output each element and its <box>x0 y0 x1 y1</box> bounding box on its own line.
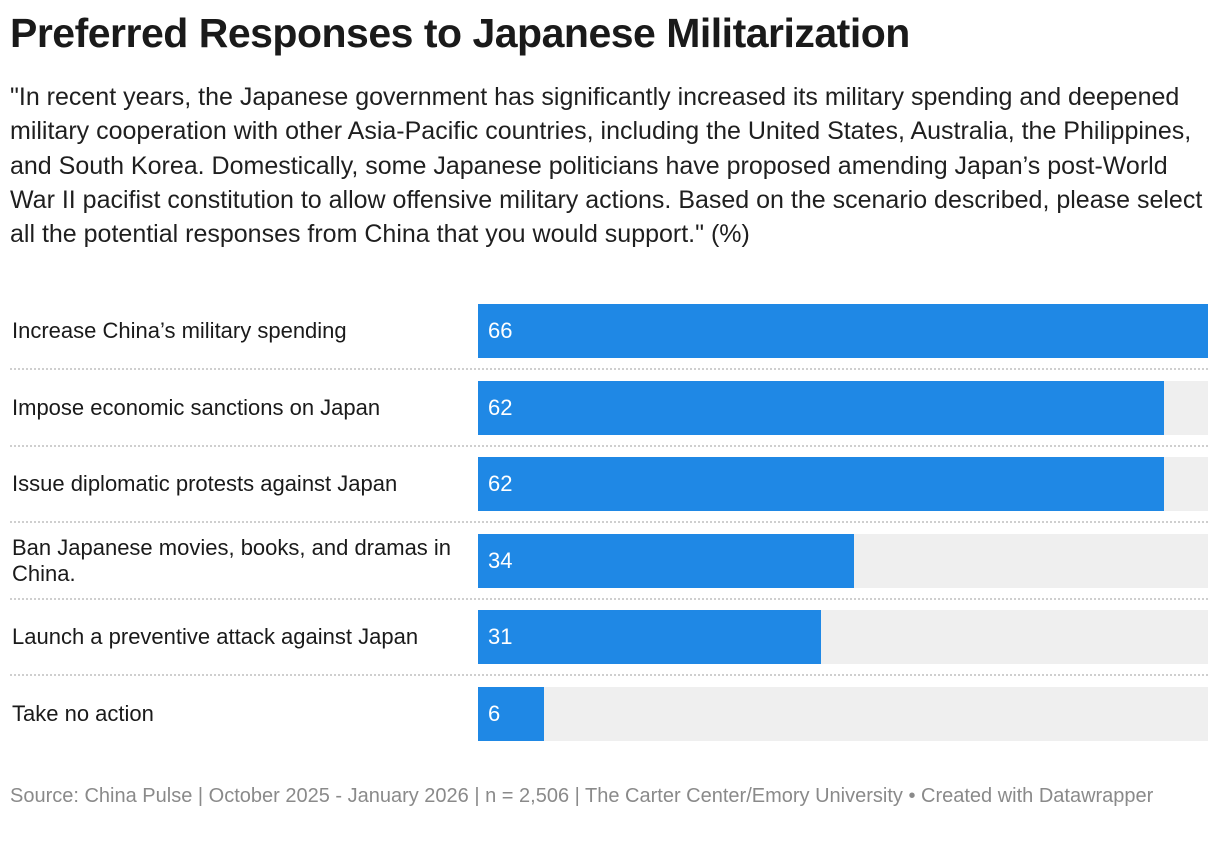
bar-category-label: Increase China’s military spending <box>12 318 347 343</box>
bar-track: 31 <box>478 610 1208 664</box>
bar-row: Ban Japanese movies, books, and dramas i… <box>0 534 1220 588</box>
chart-subtitle: "In recent years, the Japanese governmen… <box>10 83 1203 249</box>
bar-category-label: Take no action <box>12 701 154 726</box>
bar <box>478 610 821 664</box>
bar-category-label: Launch a preventive attack against Japan <box>12 624 419 649</box>
bar-value-label: 6 <box>488 701 501 726</box>
bar <box>478 534 855 588</box>
bar-category-label: Ban Japanese movies, books, and dramas i… <box>12 535 452 586</box>
bar-value-label: 62 <box>488 471 513 496</box>
row-divider <box>10 368 1208 370</box>
bar <box>478 381 1164 435</box>
row-divider <box>10 598 1208 600</box>
bar-value-label: 34 <box>488 548 513 573</box>
row-divider <box>10 521 1208 523</box>
bar-track: 66 <box>478 304 1208 358</box>
bar-value-label: 31 <box>488 624 513 649</box>
bar-row: Issue diplomatic protests against Japan 6… <box>0 457 1220 511</box>
bar-row: Impose economic sanctions on Japan 62 <box>0 381 1220 435</box>
bar <box>478 304 1208 358</box>
bar-value-label: 62 <box>488 395 513 420</box>
bar-row: Take no action 6 <box>0 687 1220 741</box>
bar-row: Increase China’s military spending 66 <box>0 304 1220 358</box>
bar <box>478 457 1164 511</box>
bar-category-label: Impose economic sanctions on Japan <box>12 395 381 420</box>
row-divider <box>10 445 1208 447</box>
bar-category-label: Issue diplomatic protests against Japan <box>12 471 398 496</box>
bar-track: 62 <box>478 381 1208 435</box>
bar-row: Launch a preventive attack against Japan… <box>0 610 1220 664</box>
bar-track: 34 <box>478 534 1208 588</box>
bar-track: 6 <box>478 687 1208 741</box>
chart-title: Preferred Responses to Japanese Militari… <box>10 10 910 56</box>
bar-track: 62 <box>478 457 1208 511</box>
bar-value-label: 66 <box>488 318 513 343</box>
row-divider <box>10 674 1208 676</box>
source-footer: Source: China Pulse | October 2025 - Jan… <box>10 785 1154 807</box>
bar-chart: Increase China’s military spending 66 Impo… <box>0 304 1220 741</box>
bar <box>478 687 545 741</box>
